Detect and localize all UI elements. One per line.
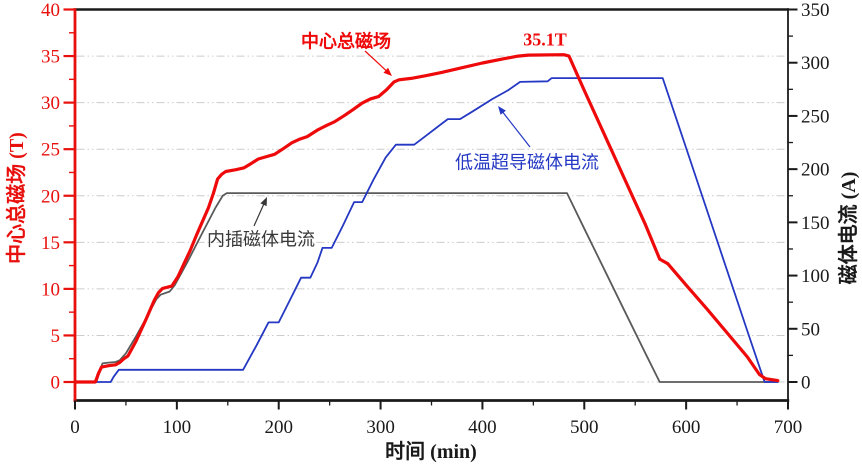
x-tick-label-400: 400 [468, 417, 497, 438]
right-tick-label-300: 300 [801, 53, 830, 74]
annotation-peak-value-label: 35.1T [523, 29, 567, 49]
left-tick-label-10: 10 [41, 279, 60, 300]
left-tick-label-20: 20 [41, 186, 60, 207]
annotation-insert-label-arrow [253, 200, 266, 227]
annotation-center-field-arrow [364, 50, 390, 74]
left-tick-label-0: 0 [51, 373, 61, 394]
annotation-insert-label-label: 内插磁体电流 [207, 229, 315, 249]
x-tick-label-100: 100 [163, 417, 192, 438]
annotation-center-field-label: 中心总磁场 [301, 30, 391, 51]
right-tick-label-350: 350 [801, 0, 830, 21]
center-total-field-line [73, 53, 780, 384]
right-tick-label-0: 0 [801, 373, 811, 394]
x-tick-label-600: 600 [672, 417, 701, 438]
x-tick-label-200: 200 [264, 417, 293, 438]
x-tick-label-300: 300 [366, 417, 395, 438]
right-tick-label-150: 150 [801, 213, 830, 234]
annotation-center-field-arrowhead [383, 67, 392, 76]
left-tick-label-40: 40 [41, 0, 60, 21]
x-tick-label-0: 0 [70, 417, 80, 438]
ltsc-magnet-current-line [74, 77, 779, 383]
right-tick-label-250: 250 [801, 106, 830, 127]
left-tick-label-25: 25 [41, 140, 60, 161]
left-tick-label-5: 5 [51, 326, 61, 347]
x-tick-label-500: 500 [570, 417, 599, 438]
right-tick-label-200: 200 [801, 160, 830, 181]
right-tick-label-100: 100 [801, 266, 830, 287]
right-tick-label-50: 50 [801, 319, 820, 340]
annotation-ltsc-label-arrowhead [498, 106, 506, 115]
left-tick-label-35: 35 [41, 47, 60, 68]
insert-magnet-current-line [74, 192, 779, 383]
annotation-ltsc-label-label: 低温超导磁体电流 [455, 152, 599, 172]
annotation-ltsc-label-arrow [499, 108, 531, 148]
annotation-insert-label-arrowhead [260, 197, 267, 207]
left-tick-label-15: 15 [41, 233, 60, 254]
left-tick-label-30: 30 [41, 93, 60, 114]
x-tick-label-700: 700 [774, 417, 803, 438]
